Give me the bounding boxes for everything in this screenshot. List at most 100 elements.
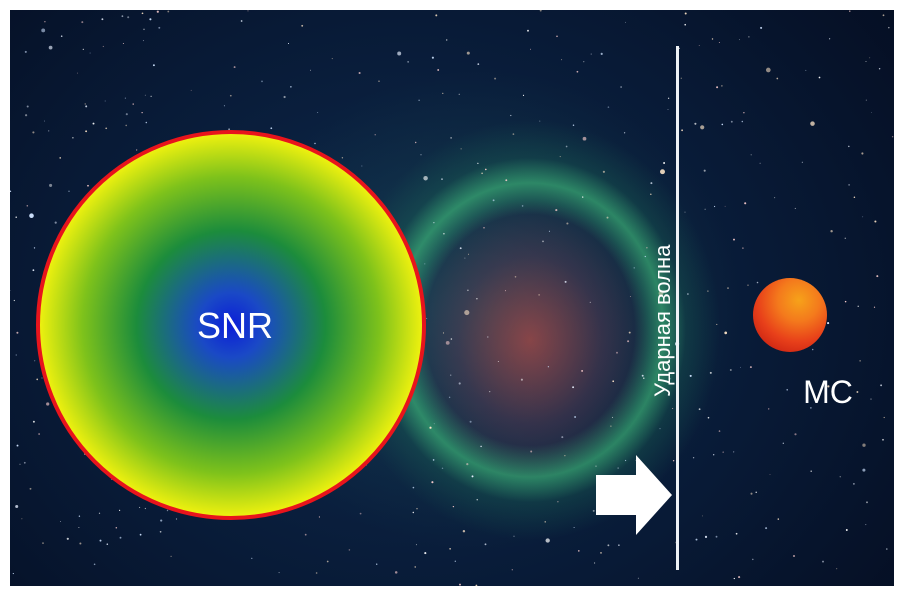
star — [48, 45, 53, 50]
star — [888, 26, 890, 29]
star — [510, 114, 512, 117]
star — [625, 21, 627, 23]
star — [573, 527, 575, 528]
star — [865, 524, 867, 526]
star — [607, 544, 610, 547]
star — [520, 378, 523, 381]
star — [730, 120, 733, 123]
star — [348, 549, 351, 551]
star — [607, 106, 610, 108]
star — [119, 509, 121, 511]
star — [539, 120, 541, 122]
star — [765, 67, 771, 73]
star — [454, 560, 456, 562]
star — [36, 378, 39, 381]
star — [450, 137, 452, 139]
star — [228, 128, 230, 131]
star — [594, 562, 596, 564]
star — [714, 205, 716, 208]
star — [659, 428, 661, 430]
star — [600, 52, 603, 55]
star — [794, 433, 797, 436]
star — [93, 563, 96, 566]
star — [735, 532, 738, 535]
star — [716, 86, 719, 89]
star — [122, 42, 124, 45]
star — [240, 20, 243, 22]
star — [106, 543, 109, 545]
star — [845, 529, 848, 531]
star — [82, 48, 84, 51]
star — [445, 340, 450, 345]
star — [882, 438, 884, 441]
star — [261, 80, 263, 83]
star — [514, 276, 517, 278]
star — [727, 287, 729, 289]
star — [429, 426, 432, 429]
star — [504, 290, 506, 292]
star — [105, 127, 108, 130]
star — [862, 443, 866, 447]
star — [84, 103, 86, 105]
star — [270, 127, 273, 130]
star — [437, 69, 440, 71]
star — [564, 280, 567, 283]
star — [278, 572, 280, 574]
star — [616, 351, 618, 354]
star — [44, 120, 45, 122]
star — [684, 12, 687, 15]
star — [827, 322, 830, 325]
star — [583, 61, 585, 63]
star — [141, 12, 144, 15]
star — [450, 338, 453, 340]
star — [104, 100, 106, 102]
star — [792, 554, 796, 558]
star — [459, 247, 462, 250]
star — [78, 515, 81, 517]
star — [315, 572, 318, 574]
star — [577, 550, 580, 552]
star — [836, 568, 838, 570]
star — [749, 366, 752, 369]
snr-sphere — [36, 130, 426, 520]
star — [733, 577, 735, 580]
star — [139, 533, 142, 536]
star — [698, 44, 700, 47]
star — [681, 129, 683, 132]
star — [747, 284, 749, 286]
star — [689, 374, 692, 377]
star — [132, 103, 134, 105]
star — [703, 169, 706, 172]
star — [374, 134, 376, 136]
star — [460, 148, 462, 150]
star — [643, 377, 645, 379]
shock-wave-line — [676, 46, 679, 570]
star — [646, 247, 648, 249]
star — [880, 384, 883, 387]
star — [72, 137, 74, 139]
star — [853, 483, 855, 485]
star — [741, 120, 744, 123]
star — [98, 512, 101, 514]
star — [862, 468, 866, 472]
star — [144, 94, 146, 96]
star — [663, 162, 666, 164]
star — [759, 162, 761, 164]
star — [713, 454, 715, 456]
star — [145, 121, 148, 124]
star — [561, 436, 564, 439]
star — [458, 382, 461, 385]
star — [170, 555, 172, 558]
star — [704, 208, 706, 210]
star — [794, 207, 796, 209]
star — [704, 535, 708, 538]
star — [85, 130, 88, 133]
star — [709, 371, 712, 374]
star — [149, 18, 152, 21]
star — [729, 369, 732, 371]
star — [468, 253, 470, 255]
star — [750, 492, 753, 495]
star — [492, 199, 495, 202]
star — [853, 196, 856, 198]
star — [407, 61, 409, 63]
